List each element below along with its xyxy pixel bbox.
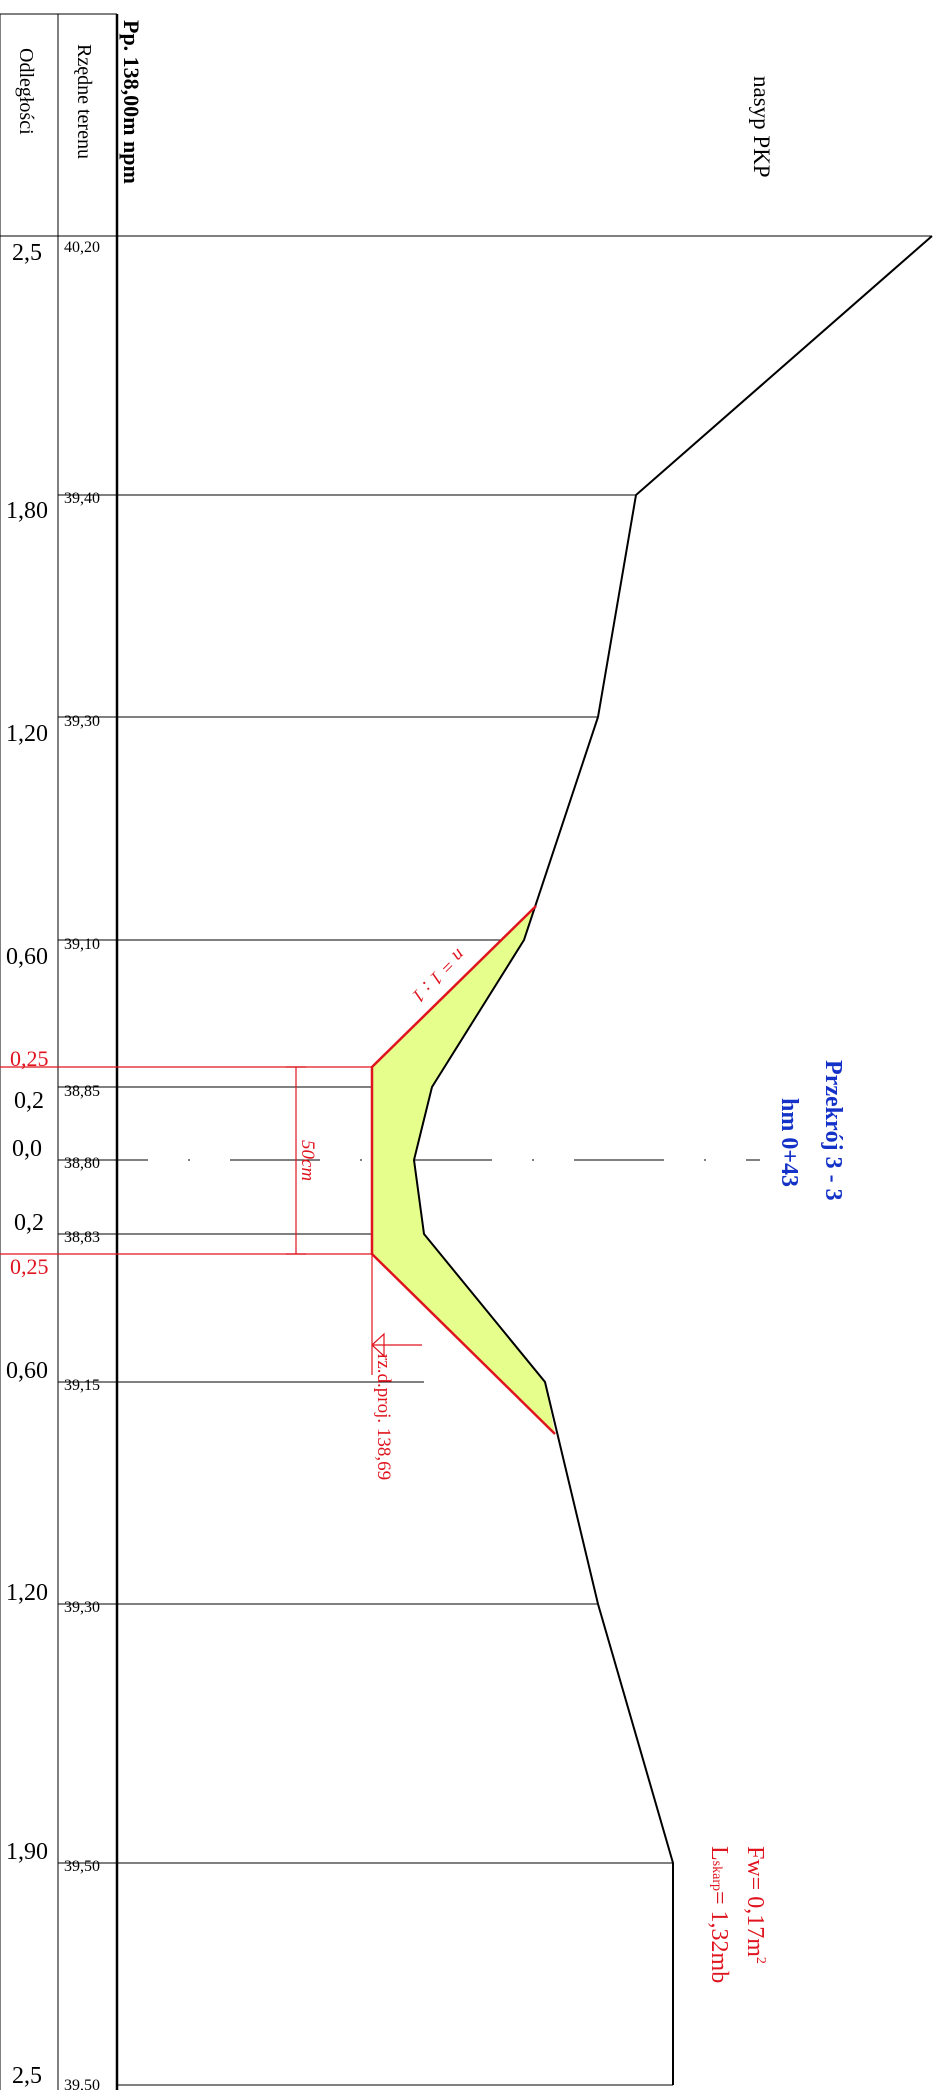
distance-value: 0,2 [14,1088,44,1114]
ordinate-value: 39,30 [64,713,100,730]
ordinate-value: 39,50 [64,1858,100,1875]
distance-value: 1,20 [6,1580,48,1606]
area-label: Fw= 0,17m2 [742,1846,768,1964]
design-level-marker-icon [371,1332,385,1358]
slope-length-label: Lskarp= 1,32mb [706,1846,732,1983]
ordinate-value: 38,80 [64,1155,100,1172]
design-level-label: rz.d.proj. 138,69 [373,1354,394,1480]
distances-header: Odległości [15,48,37,135]
header-table: Pp. 138,00m npm Rzędne terenu Odległości [0,13,144,2090]
distance-value: 1,90 [6,1839,48,1865]
section-title: Przekrój 3 - 3 [820,1060,846,1201]
distance-value: 1,20 [6,721,48,747]
distance-value: 2,5 [12,2063,42,2089]
design-dimensions [0,1066,422,1375]
reference-level-label: Pp. 138,00m npm [119,20,144,184]
area-value: Fw= 0,17m [742,1846,768,1957]
distance-value: 0,60 [6,944,48,970]
ordinate-value: 40,20 [64,239,100,256]
ordinate-value: 39,40 [64,490,100,507]
slope-length-value: = 1,32mb [706,1891,732,1983]
ordinate-value: 39,10 [64,936,100,953]
ordinate-value: 39,15 [64,1377,100,1394]
ordinate-value: 38,85 [64,1083,100,1100]
ordinates-column: 40,20 39,40 39,30 39,10 38,85 38,80 38,8… [64,239,100,2090]
design-profile [370,905,556,1435]
distance-value: 0,60 [6,1358,48,1384]
slope-length-subscript: skarp [709,1861,724,1891]
distances-column: 2,5 1,80 1,20 0,60 0,2 0,0 0,2 0,60 1,20… [6,240,49,2089]
terrain-profile [412,235,933,2085]
design-bottom-width-top: 0,25 [10,1046,49,1071]
design-bottom-width-bottom: 0,25 [10,1254,49,1279]
distance-value: 2,5 [12,240,42,266]
ordinate-value: 38,83 [64,1229,100,1246]
ordinate-value: 39,30 [64,1599,100,1616]
station-lines [58,235,932,2086]
distance-value: 0,2 [14,1210,44,1236]
slope-length-symbol: L [706,1846,732,1861]
ordinates-header: Rzędne terenu [73,44,95,159]
section-chainage: hm 0+43 [776,1098,802,1187]
summary-block: Fw= 0,17m2 Lskarp= 1,32mb [706,1846,768,1983]
excavation-area [372,906,555,1434]
distance-value: 1,80 [6,498,48,524]
section-title-block: Przekrój 3 - 3 hm 0+43 [776,1060,846,1201]
distance-value: 0,0 [12,1136,42,1162]
area-unit-sup: 2 [753,1957,768,1964]
embankment-label: nasyp PKP [749,76,774,178]
depth-label: 50cm [297,1140,318,1181]
ordinate-value: 39,50 [64,2077,100,2090]
